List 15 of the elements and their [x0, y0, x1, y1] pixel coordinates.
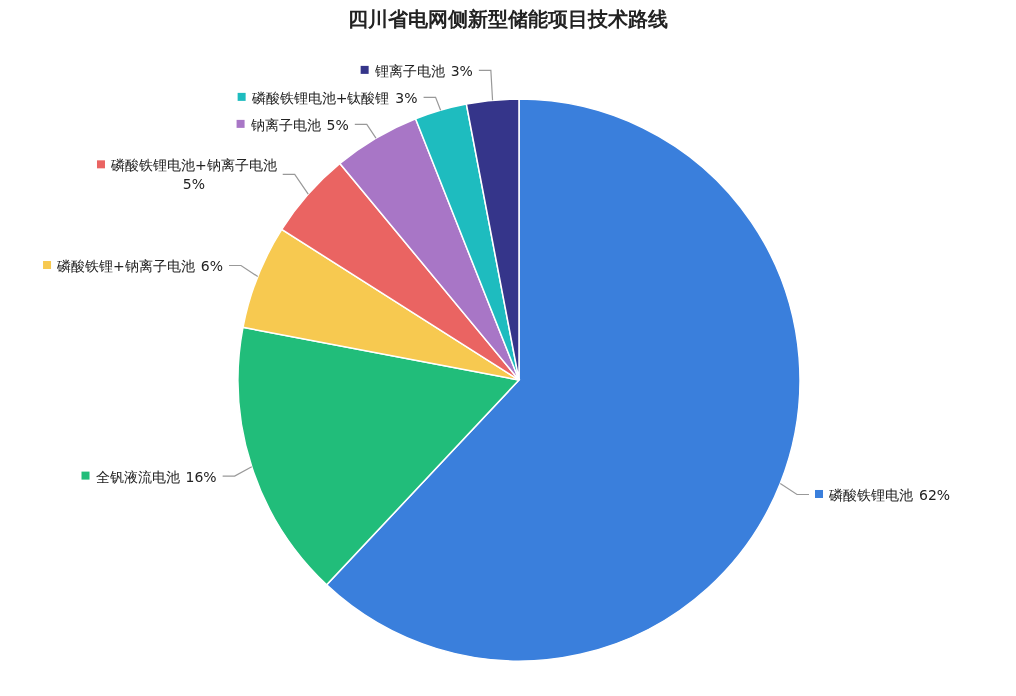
data-label: 6% [200, 258, 223, 275]
legend-label: 磷酸铁锂+钠离子电池 [56, 258, 195, 275]
legend-label: 锂离子电池 [373, 62, 445, 79]
legend-label: 磷酸铁锂电池+钠离子电池 [109, 157, 277, 174]
data-label: 3% [450, 62, 473, 79]
data-label: 16% [185, 468, 217, 485]
data-label: 5% [182, 176, 205, 193]
legend-label: 全钒液流电池 [95, 468, 180, 485]
legend-label: 磷酸铁锂电池+钛酸锂 [250, 89, 390, 106]
data-label: 62% [919, 486, 951, 503]
legend-label: 钠离子电池 [249, 116, 321, 133]
chart-title: 四川省电网侧新型储能项目技术路线 [348, 7, 668, 31]
legend-label: 磷酸铁锂电池 [828, 486, 913, 503]
data-label: 3% [395, 89, 418, 106]
data-label: 5% [326, 116, 349, 133]
